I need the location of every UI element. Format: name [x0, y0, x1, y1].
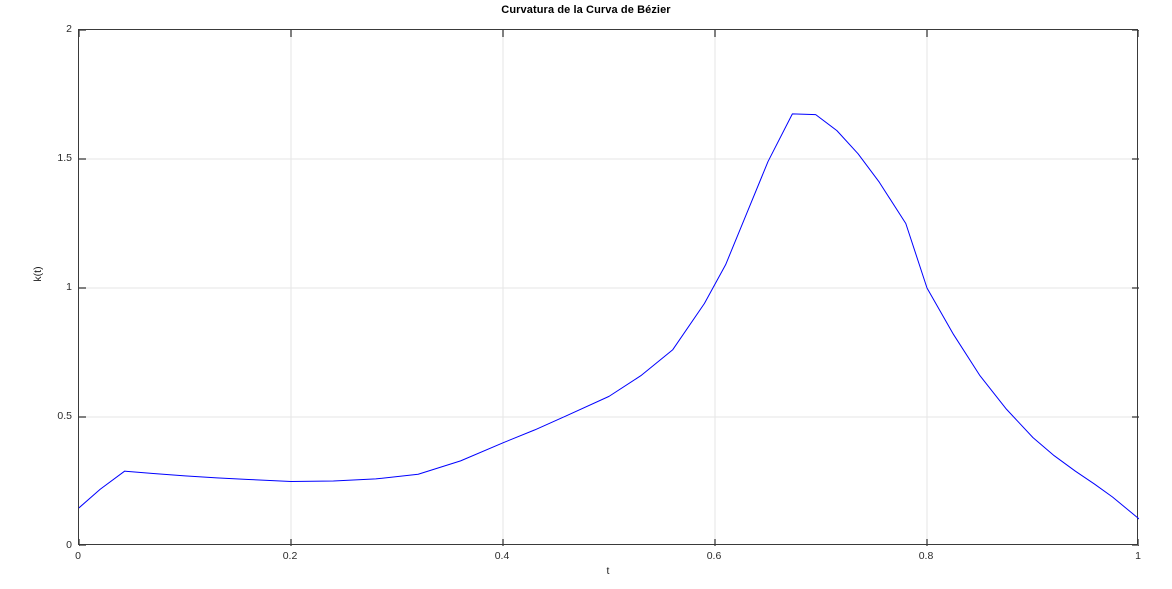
x-tick-label-5: 1	[1135, 550, 1141, 562]
y-tick-label-3: 0.5	[57, 410, 72, 422]
x-tick-label-2: 0.4	[494, 550, 510, 562]
data-series-group	[79, 114, 1139, 519]
x-axis-tick-labels: 0 0.2 0.4 0.6 0.8 1	[0, 551, 1172, 571]
page-title: Curvatura de la Curva de Bézier	[501, 4, 671, 16]
data-line-1	[79, 114, 1139, 519]
x-tick-label-0: 0	[75, 550, 81, 562]
x-tick-label-4: 0.8	[918, 550, 934, 562]
x-tick-label-3: 0.6	[706, 550, 722, 562]
y-tick-label-4: 0	[66, 539, 72, 551]
x-tick-label-1: 0.2	[282, 550, 298, 562]
y-axis-label: k(t)	[32, 266, 44, 282]
y-tick-label-2: 1	[66, 281, 72, 293]
plot-svg	[79, 30, 1139, 546]
x-axis-label: t	[606, 565, 610, 577]
y-axis-tick-labels: 2 1.5 1 0.5 0	[0, 0, 72, 589]
plot-area	[78, 29, 1139, 546]
grid-lines	[79, 30, 1139, 546]
y-tick-label-1: 1.5	[57, 152, 72, 164]
tick-marks	[79, 30, 1139, 546]
y-tick-label-0: 2	[66, 23, 72, 35]
